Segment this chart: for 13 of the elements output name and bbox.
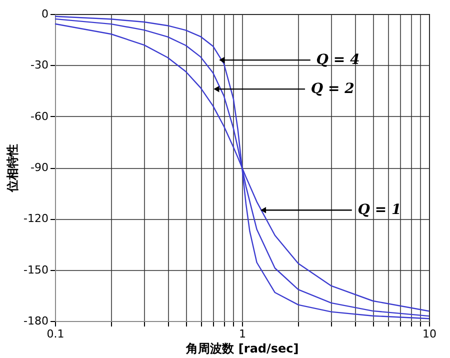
annotation: Q = 1 (358, 202, 402, 218)
y-tick-label: -30 (30, 58, 48, 72)
x-tick-label: 0.1 (46, 328, 64, 340)
y-tick-label: -90 (30, 161, 48, 174)
y-tick-label: -60 (30, 110, 48, 123)
y-axis-title: 位相特性 (6, 144, 20, 193)
y-tick-label: -120 (24, 212, 48, 226)
y-tick-label: -180 (24, 314, 48, 328)
y-tick-label: -150 (24, 263, 48, 276)
x-axis-title: 角周波数 [rad/sec] (185, 342, 299, 356)
x-tick-label: 1 (239, 328, 246, 340)
y-tick-label: 0 (42, 8, 48, 20)
x-tick-label: 10 (422, 328, 436, 340)
